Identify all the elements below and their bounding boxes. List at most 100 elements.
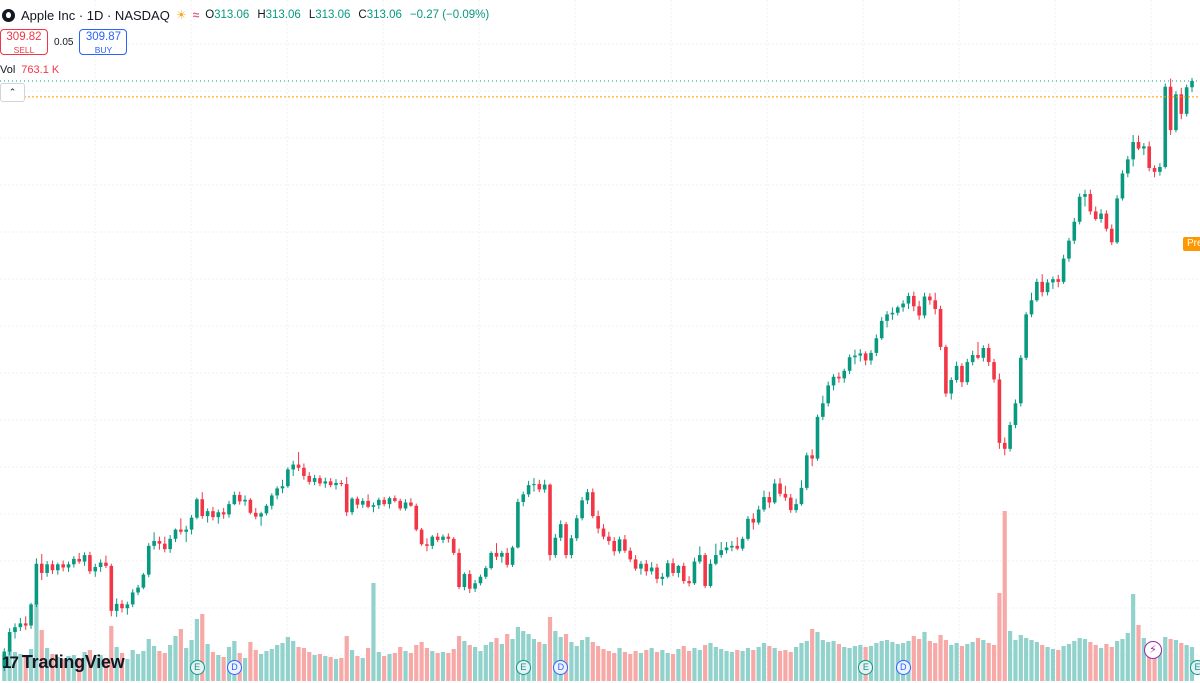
volume-bar [296,647,301,681]
volume-bar [440,652,446,681]
volume-bar [756,647,761,681]
candle-body [61,564,65,568]
volume-bar [879,641,884,681]
volume-bar [467,645,472,681]
candle-body [949,379,954,394]
earnings-marker[interactable]: E [515,660,531,675]
dividend-marker[interactable]: D [895,660,911,675]
candle-body [328,481,333,486]
candle-body [922,296,927,316]
symbol-title[interactable]: Apple Inc · 1D · NASDAQ [21,7,170,23]
volume-bar [622,652,627,681]
candle-body [1099,213,1103,219]
candle-body [928,296,932,301]
volume-label: Vol [0,64,16,76]
candle-body [585,492,590,501]
volume-bar [349,650,355,681]
candle-body [1120,173,1125,199]
volume-bar [419,642,424,681]
volume-bar [1141,638,1146,681]
candle-body [152,540,156,546]
volume-bar [382,656,387,681]
earnings-marker[interactable]: E [1190,660,1200,675]
volume-bar [799,643,804,681]
candle-body [703,555,707,586]
candle-body [810,455,814,459]
candle-body [462,574,467,588]
candle-body [264,505,269,514]
volume-bar [210,652,216,681]
volume-bar [606,651,611,681]
volume-bar [729,652,734,681]
candle-body [50,564,55,571]
candle-body [409,502,413,506]
volume-legend: Vol 763.1 K [0,64,59,76]
volume-bar [264,651,269,681]
dividend-marker[interactable]: D [553,660,569,675]
volume-bar [954,643,959,681]
candle-body [360,500,365,505]
volume-bar [339,658,344,681]
volume-bar [601,649,606,681]
candle-body [1013,403,1018,425]
lightning-icon[interactable]: ⚡ [1144,641,1162,659]
candle-body [890,312,895,315]
candle-body [259,513,263,517]
volume-bar [1179,643,1184,681]
candle-body [494,552,499,557]
dividend-marker[interactable]: D [227,660,243,675]
volume-bar [1024,638,1029,681]
volume-bar [1018,635,1023,681]
volume-bar [740,651,745,681]
volume-bar [1061,646,1066,681]
volume-bar [184,648,189,681]
sell-button[interactable]: 309.82 SELL [0,29,48,55]
volume-bar [1082,639,1088,681]
volume-bar [1147,648,1152,681]
volume-bar [975,638,981,681]
volume-bar [189,640,194,681]
volume-bar [71,655,76,681]
volume-bar [724,651,729,681]
candle-body [1072,221,1077,241]
candle-body [970,355,975,363]
volume-bar [687,651,692,681]
volume-bar [1050,649,1055,681]
volume-bar [542,644,547,681]
collapse-legend-button[interactable]: ⌃ [0,83,25,102]
candle-body [1024,314,1028,358]
candle-body [393,498,397,501]
volume-bar [146,639,151,681]
volume-bar [12,652,18,681]
volume-bar [216,655,221,681]
volume-bar [574,646,579,681]
volume-bar [253,650,258,681]
earnings-marker[interactable]: E [858,660,874,675]
volume-bar [751,650,756,681]
volume-bar [366,648,371,681]
volume-bar [291,641,296,681]
candle-body [735,545,740,549]
candle-body [98,562,103,567]
volume-bar [462,641,467,681]
candle-body [1067,240,1071,259]
candle-body [296,464,301,468]
volume-bar [414,645,419,681]
candle-body [558,524,563,538]
candle-body [1104,213,1109,229]
volume-bar [547,617,553,681]
volume-bar [18,654,23,681]
candle-body [227,504,231,515]
volume-bar [831,641,836,681]
volume-bar [360,658,365,681]
price-lines [0,80,1200,98]
candle-body [243,499,247,502]
volume-bar [456,636,462,681]
earnings-marker[interactable]: E [189,660,205,675]
candle-body [665,563,670,577]
buy-button[interactable]: 309.87 BUY [79,29,128,55]
volume-bar [1125,633,1130,681]
volume-bar [119,653,125,681]
candle-body [574,518,579,539]
